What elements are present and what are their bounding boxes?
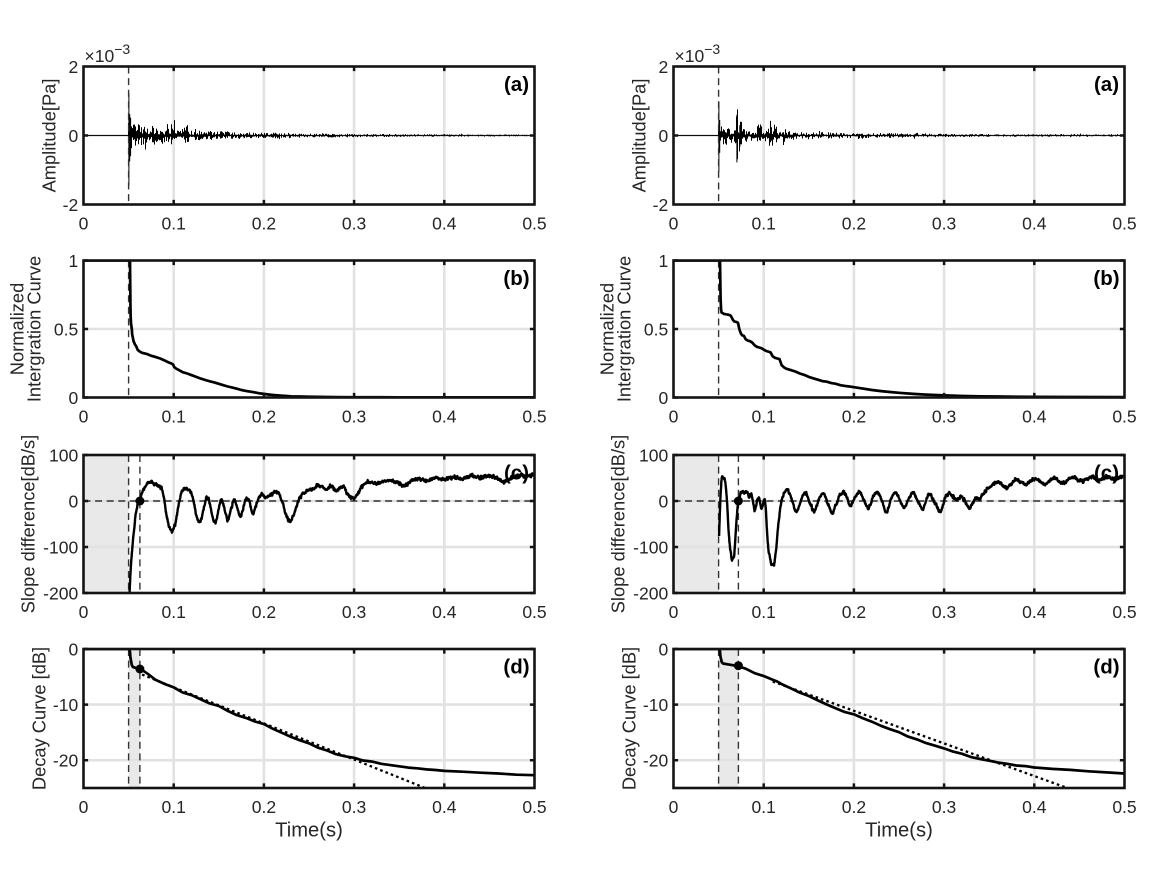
svg-text:0.1: 0.1 — [752, 797, 776, 817]
svg-text:-10: -10 — [643, 695, 669, 715]
svg-text:0: 0 — [68, 388, 78, 408]
svg-text:Slope difference[dB/s]: Slope difference[dB/s] — [18, 435, 39, 614]
svg-text:0.2: 0.2 — [252, 213, 276, 233]
svg-text:0.1: 0.1 — [752, 406, 776, 426]
svg-text:0: 0 — [79, 602, 89, 622]
svg-text:0: 0 — [79, 406, 89, 426]
svg-text:0.5: 0.5 — [522, 213, 546, 233]
svg-text:0.2: 0.2 — [842, 602, 866, 622]
svg-text:-2: -2 — [653, 195, 669, 215]
svg-text:0.4: 0.4 — [1022, 602, 1047, 622]
svg-text:0.4: 0.4 — [1022, 213, 1047, 233]
svg-text:0: 0 — [79, 213, 89, 233]
svg-text:0.4: 0.4 — [432, 797, 457, 817]
svg-text:-20: -20 — [643, 751, 669, 771]
svg-text:(b): (b) — [503, 267, 529, 290]
svg-text:0.4: 0.4 — [432, 406, 457, 426]
svg-text:0.5: 0.5 — [644, 319, 668, 339]
svg-text:Time(s): Time(s) — [275, 820, 343, 842]
svg-text:0.2: 0.2 — [252, 406, 276, 426]
svg-text:0: 0 — [68, 491, 78, 511]
svg-text:-200: -200 — [633, 583, 668, 603]
svg-text:Normalized: Normalized — [7, 283, 28, 375]
svg-text:0.5: 0.5 — [1112, 213, 1136, 233]
svg-text:0: 0 — [658, 639, 668, 659]
svg-text:-2: -2 — [63, 195, 79, 215]
svg-text:Intergration Curve: Intergration Curve — [24, 256, 45, 402]
svg-text:(d): (d) — [1093, 655, 1119, 678]
svg-text:Intergration Curve: Intergration Curve — [614, 256, 635, 402]
svg-text:0.5: 0.5 — [522, 406, 546, 426]
svg-text:0.2: 0.2 — [842, 213, 866, 233]
svg-text:1: 1 — [658, 251, 668, 271]
svg-text:0.1: 0.1 — [752, 602, 776, 622]
svg-text:2: 2 — [68, 57, 78, 77]
svg-text:0.3: 0.3 — [342, 602, 366, 622]
svg-text:0: 0 — [669, 406, 679, 426]
svg-text:-100: -100 — [43, 537, 78, 557]
svg-text:0: 0 — [658, 491, 668, 511]
svg-text:-200: -200 — [43, 583, 78, 603]
svg-text:100: 100 — [49, 445, 78, 465]
svg-text:100: 100 — [639, 445, 668, 465]
svg-text:0.4: 0.4 — [1022, 797, 1047, 817]
svg-text:0.2: 0.2 — [842, 797, 866, 817]
svg-text:0.1: 0.1 — [752, 213, 776, 233]
svg-text:0.2: 0.2 — [252, 602, 276, 622]
svg-text:Decay Curve [dB]: Decay Curve [dB] — [619, 647, 640, 790]
svg-text:(c): (c) — [1094, 461, 1119, 484]
svg-text:(c): (c) — [504, 461, 529, 484]
svg-text:Slope difference[dB/s]: Slope difference[dB/s] — [608, 435, 629, 614]
svg-text:0: 0 — [658, 126, 668, 146]
svg-text:0.5: 0.5 — [1112, 602, 1136, 622]
svg-text:0.4: 0.4 — [432, 213, 457, 233]
svg-text:0.5: 0.5 — [54, 319, 78, 339]
svg-text:0: 0 — [658, 388, 668, 408]
svg-text:Decay Curve [dB]: Decay Curve [dB] — [29, 647, 50, 790]
svg-text:0.1: 0.1 — [162, 602, 186, 622]
svg-text:0: 0 — [79, 797, 89, 817]
svg-text:0.3: 0.3 — [932, 406, 956, 426]
svg-text:0.4: 0.4 — [432, 602, 457, 622]
svg-text:Amplitude[Pa]: Amplitude[Pa] — [39, 79, 60, 193]
svg-text:0.5: 0.5 — [522, 602, 546, 622]
svg-text:-100: -100 — [633, 537, 668, 557]
svg-text:(b): (b) — [1093, 267, 1119, 290]
svg-text:0.3: 0.3 — [342, 797, 366, 817]
svg-text:0.3: 0.3 — [342, 406, 366, 426]
svg-text:-10: -10 — [53, 695, 79, 715]
svg-text:2: 2 — [658, 57, 668, 77]
svg-text:0.1: 0.1 — [162, 406, 186, 426]
svg-text:0.3: 0.3 — [932, 602, 956, 622]
svg-text:0.5: 0.5 — [1112, 406, 1136, 426]
svg-text:0: 0 — [68, 126, 78, 146]
svg-text:0: 0 — [669, 797, 679, 817]
svg-text:(d): (d) — [503, 655, 529, 678]
svg-text:Amplitude[Pa]: Amplitude[Pa] — [629, 79, 650, 193]
svg-text:0.4: 0.4 — [1022, 406, 1047, 426]
svg-text:(a): (a) — [504, 73, 529, 96]
svg-text:0: 0 — [669, 602, 679, 622]
svg-text:0.3: 0.3 — [932, 213, 956, 233]
svg-text:0.1: 0.1 — [162, 797, 186, 817]
svg-text:Time(s): Time(s) — [865, 820, 933, 842]
svg-text:1: 1 — [68, 251, 78, 271]
svg-text:0.2: 0.2 — [842, 406, 866, 426]
svg-text:0: 0 — [669, 213, 679, 233]
svg-text:-20: -20 — [53, 751, 79, 771]
svg-text:0.1: 0.1 — [162, 213, 186, 233]
svg-text:0.5: 0.5 — [1112, 797, 1136, 817]
svg-text:Normalized: Normalized — [597, 283, 618, 375]
svg-text:0.5: 0.5 — [522, 797, 546, 817]
svg-text:0.2: 0.2 — [252, 797, 276, 817]
svg-text:0: 0 — [68, 639, 78, 659]
svg-text:0.3: 0.3 — [342, 213, 366, 233]
svg-text:0.3: 0.3 — [932, 797, 956, 817]
svg-text:(a): (a) — [1094, 73, 1119, 96]
